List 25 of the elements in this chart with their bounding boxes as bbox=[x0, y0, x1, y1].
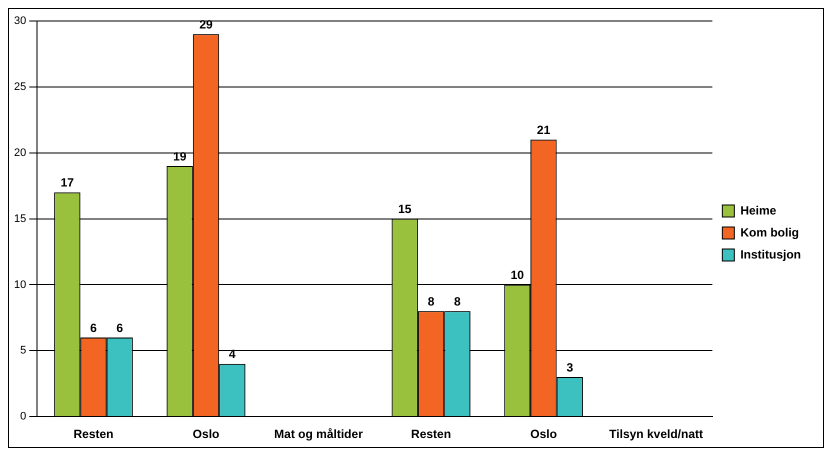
x-tick-label: Oslo bbox=[530, 427, 557, 442]
data-label: 17 bbox=[60, 176, 74, 190]
data-label: 15 bbox=[398, 202, 412, 216]
data-label: 6 bbox=[116, 320, 124, 335]
y-tick-label: 20 bbox=[14, 146, 26, 159]
legend-label: Heime bbox=[740, 203, 777, 218]
data-label: 21 bbox=[536, 122, 551, 137]
data-label: 3 bbox=[566, 360, 574, 374]
x-tick-label: Resten bbox=[411, 427, 452, 442]
legend-label: Kom bolig bbox=[740, 225, 800, 240]
y-tick-label: 25 bbox=[14, 80, 26, 93]
x-tick-label: Tilsyn kveld/natt bbox=[609, 427, 703, 442]
y-tick-label: 0 bbox=[20, 410, 26, 423]
x-tick-label: Resten bbox=[73, 427, 114, 442]
data-label: 8 bbox=[454, 294, 461, 308]
data-label: 10 bbox=[510, 268, 524, 282]
x-tick-label: Oslo bbox=[192, 427, 220, 442]
legend-label: Institusjon bbox=[740, 247, 802, 262]
x-tick-label: Mat og måltider bbox=[274, 427, 364, 442]
y-tick-label: 15 bbox=[14, 212, 26, 225]
data-label: 6 bbox=[90, 320, 98, 335]
y-tick-label: 10 bbox=[14, 278, 26, 291]
y-tick-label: 30 bbox=[14, 15, 26, 28]
data-label: 8 bbox=[428, 294, 435, 308]
y-tick-label: 5 bbox=[20, 344, 26, 357]
